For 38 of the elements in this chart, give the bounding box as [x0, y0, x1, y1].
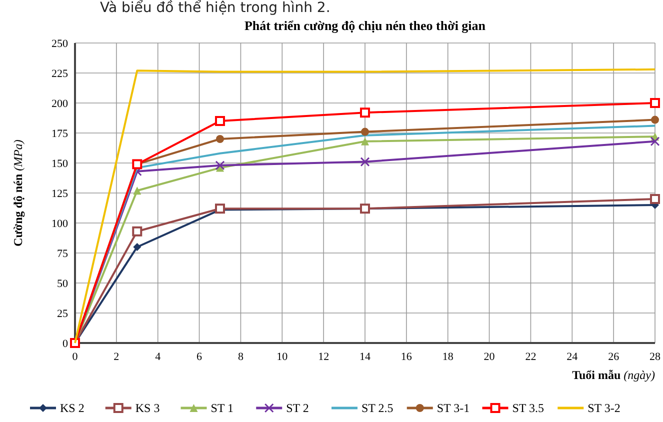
text: Và biểu đồ thể hiện trong hình 2.: [100, 0, 330, 16]
y-tick-label: 225: [52, 68, 68, 80]
x-tick-label: 28: [650, 351, 661, 363]
legend-label: ST 2: [286, 401, 309, 415]
legend-label: ST 3-1: [436, 401, 470, 415]
x-tick-label: 8: [238, 351, 244, 363]
y-tick-label: 50: [57, 278, 68, 290]
x-tick-label: 22: [525, 351, 536, 363]
x-tick-label: 4: [155, 351, 162, 363]
y-tick-label: 25: [57, 308, 68, 320]
y-tick-label: 100: [52, 218, 68, 230]
y-tick-label: 0: [62, 338, 68, 350]
y-tick-label: 250: [52, 38, 68, 50]
legend-label: ST 3-2: [588, 401, 620, 415]
x-tick-label: 20: [484, 351, 496, 363]
legend-label: ST 1: [210, 401, 234, 415]
x-tick-label: 14: [360, 351, 371, 363]
chart-title: Phát triển cường độ chịu nén theo thời gian: [244, 18, 486, 33]
y-tick-label: 125: [52, 188, 68, 200]
x-axis-title: Tuổi mẫu (ngày): [572, 368, 655, 382]
legend-label: KS 2: [60, 401, 84, 415]
y-axis-title: Cường độ nén (MPa): [11, 140, 25, 246]
y-tick-label: 200: [52, 98, 68, 110]
y-tick-label: 175: [52, 128, 68, 140]
y-tick-label: 150: [52, 158, 68, 170]
x-tick-label: 2: [114, 351, 120, 363]
y-tick-label: 75: [57, 248, 68, 260]
x-tick-label: 16: [400, 351, 412, 363]
x-tick-label: 6: [196, 351, 203, 363]
x-tick-label: 0: [72, 351, 78, 363]
x-tick-label: 10: [276, 351, 288, 363]
x-tick-label: 18: [442, 351, 454, 363]
legend-label: ST 3.5: [512, 401, 544, 415]
x-tick-label: 24: [566, 351, 578, 363]
legend-label: KS 3: [135, 401, 160, 415]
legend-label: ST 2.5: [362, 401, 394, 415]
x-tick-label: 12: [318, 351, 330, 363]
x-tick-label: 26: [608, 351, 620, 363]
